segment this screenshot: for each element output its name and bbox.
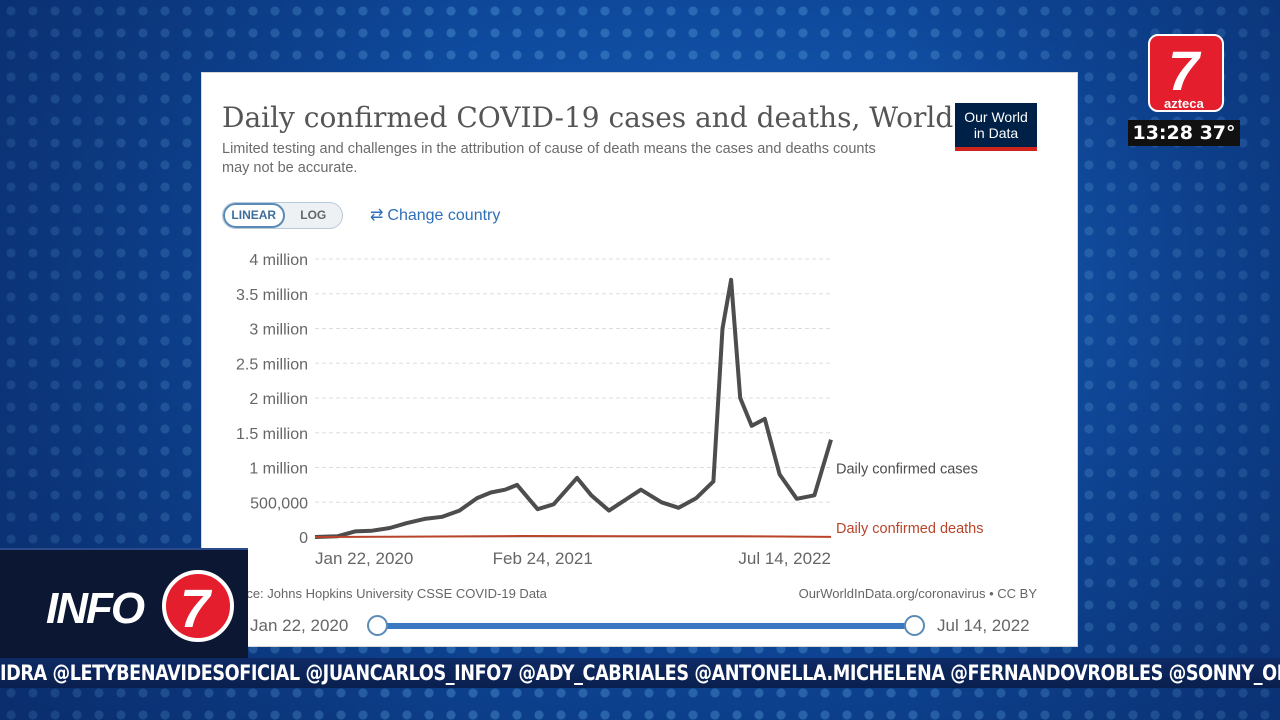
x-tick-label: Jul 14, 2022	[738, 549, 831, 568]
chart-plot: 0 500,000 1 million 1.5 million 2 million 2.5…	[236, 252, 984, 568]
range-start-label: Jan 22, 2020	[250, 616, 349, 635]
scale-toggle: LINEAR LOG	[222, 202, 343, 229]
change-country-label: Change country	[387, 207, 501, 224]
timeline-start-handle[interactable]	[367, 615, 388, 636]
x-tick-label: Feb 24, 2021	[493, 549, 593, 568]
timeline-slider-track[interactable]	[377, 623, 914, 629]
time-temperature: 13:28 37°	[1128, 120, 1240, 146]
change-country-button[interactable]: ⇄ Change country	[370, 205, 500, 225]
ticker-text: IDRA @LETYBENAVIDESOFICIAL @JUANCARLOS_I…	[0, 661, 1280, 685]
timeline-end-handle[interactable]	[904, 615, 925, 636]
info7-logo: INFO 7	[0, 548, 248, 658]
y-tick-label: 2 million	[249, 391, 308, 408]
linear-scale-button[interactable]: LINEAR	[223, 203, 285, 228]
series-line-cases	[314, 277, 833, 539]
info7-circle: 7	[162, 570, 234, 642]
owid-logo-line2: in Data	[973, 125, 1019, 141]
y-tick-label: 1.5 million	[236, 426, 308, 443]
x-tick-label: Jan 22, 2020	[315, 549, 413, 568]
azteca-logo: 7 azteca	[1148, 34, 1224, 112]
azteca-seven: 7	[1168, 39, 1200, 102]
chart-card: Daily confirmed COVID-19 cases and death…	[201, 72, 1078, 647]
ticker-bar: IDRA @LETYBENAVIDESOFICIAL @JUANCARLOS_I…	[0, 658, 1280, 688]
azteca-label: azteca	[1164, 96, 1204, 111]
owid-logo[interactable]: Our World in Data	[955, 103, 1037, 151]
chart-title: Daily confirmed COVID-19 cases and death…	[222, 101, 954, 134]
range-end-label: Jul 14, 2022	[937, 616, 1030, 635]
swap-arrows-icon: ⇄	[370, 207, 384, 224]
series-label-deaths: Daily confirmed deaths	[836, 521, 984, 537]
owid-logo-line1: Our World	[964, 109, 1028, 125]
series-label-cases: Daily confirmed cases	[836, 462, 978, 478]
credit-text[interactable]: OurWorldInData.org/coronavirus • CC BY	[798, 586, 1037, 601]
y-tick-label: 3 million	[249, 322, 308, 339]
log-scale-button[interactable]: LOG	[300, 208, 327, 222]
y-tick-label: 2.5 million	[236, 356, 308, 373]
series-line-deaths	[314, 535, 832, 538]
y-tick-label: 1 million	[249, 461, 308, 478]
chart-subtitle: Limited testing and challenges in the at…	[222, 141, 876, 176]
y-tick-label: 0	[299, 530, 308, 547]
y-tick-label: 4 million	[249, 252, 308, 269]
source-text[interactable]: rce: Johns Hopkins University CSSE COVID…	[242, 586, 547, 601]
info7-seven: 7	[180, 579, 211, 639]
y-tick-label: 3.5 million	[236, 287, 308, 304]
y-tick-label: 500,000	[250, 495, 308, 512]
info7-text: INFO	[46, 584, 145, 633]
